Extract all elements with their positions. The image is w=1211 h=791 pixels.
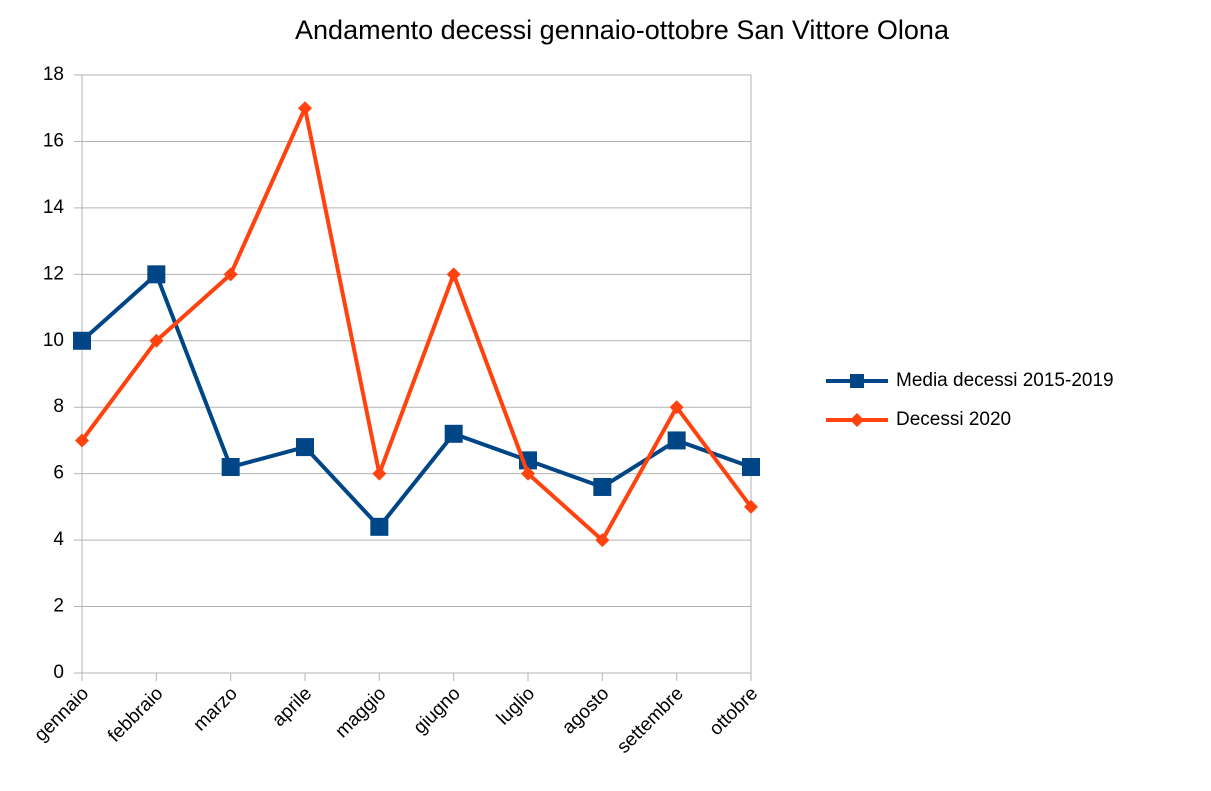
x-tick-label: settembre [613,683,688,758]
x-tick-label: marzo [190,683,242,735]
marker [372,466,387,481]
y-tick-label: 6 [53,463,64,484]
marker [298,101,312,116]
marker [669,400,684,415]
marker [147,265,166,284]
marker [223,267,238,282]
series-line [80,106,753,543]
y-tick-label: 0 [53,662,64,683]
marker [850,374,864,388]
marker [595,533,610,548]
marker [370,517,389,536]
x-tick-label: luglio [493,683,539,729]
marker [850,413,864,427]
y-tick-label: 14 [43,197,65,218]
x-tick-label: febbraio [104,683,167,746]
marker [73,331,91,350]
legend-label: Media decessi 2015-2019 [896,370,1114,391]
marker [296,438,314,457]
x-tick-label: gennaio [30,683,93,746]
marker [667,431,686,450]
y-tick-label: 2 [53,596,64,617]
y-tick-label: 8 [53,396,64,417]
marker [521,466,535,481]
y-tick-label: 18 [43,64,64,85]
series-line [80,272,752,529]
marker [742,458,760,477]
x-tick-label: ottobre [705,683,762,740]
x-tick-label: agosto [558,683,613,738]
y-tick-label: 4 [53,529,64,550]
y-tick-label: 12 [43,263,64,284]
marker [149,333,164,348]
marker [444,424,463,443]
y-tick-label: 16 [43,130,64,151]
chart-title: Andamento decessi gennaio-ottobre San Vi… [295,15,950,45]
marker [75,433,89,448]
y-tick-label: 10 [43,330,64,351]
x-tick-label: giugno [410,683,465,738]
marker [744,499,758,514]
x-tick-label: maggio [331,683,390,742]
marker [446,267,461,282]
legend-label: Decessi 2020 [896,409,1011,430]
marker [593,477,612,496]
x-tick-label: aprile [268,683,316,731]
marker [221,458,240,477]
